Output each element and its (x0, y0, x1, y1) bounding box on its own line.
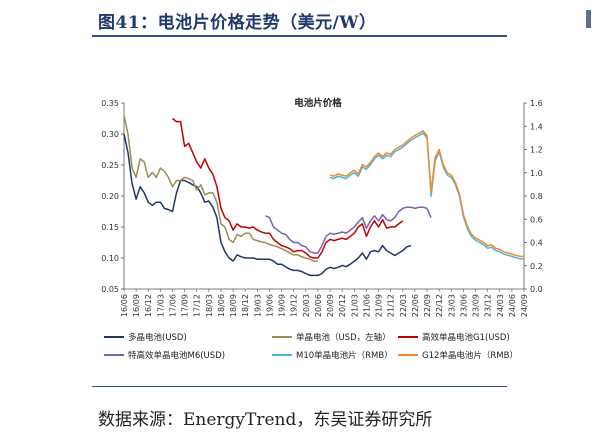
series-line-6 (329, 130, 524, 258)
legend-label-3: 高效单晶电池G1(USD) (422, 332, 510, 343)
series-line-4 (265, 206, 432, 254)
source-note: 数据来源：EnergyTrend，东吴证券研究所 (98, 410, 433, 430)
legend-label-6: G12单晶电池片（RMB） (422, 350, 518, 361)
right-tick-label: 1.6 (530, 99, 543, 108)
chart-series (123, 115, 524, 277)
right-tick-label: 1.0 (530, 169, 543, 178)
left-tick-label: 0.25 (101, 161, 119, 170)
series-line-1 (123, 133, 412, 277)
x-tick-label: 19/12 (290, 294, 299, 317)
right-tick-label: 1.2 (530, 146, 543, 155)
right-tick-label: 0.4 (530, 239, 543, 248)
x-tick-label: 23/12 (484, 294, 493, 317)
x-tick-label: 20/09 (326, 294, 335, 317)
x-tick-label: 17/03 (156, 294, 165, 317)
series-line-3 (172, 117, 404, 259)
bottom-rule (92, 386, 507, 387)
x-tick-label: 17/12 (193, 294, 202, 317)
x-tick-label: 18/12 (241, 294, 250, 317)
chart-title: 电池片价格 (294, 97, 342, 109)
x-tick-label: 22/06 (411, 294, 420, 317)
x-tick-label: 20/12 (338, 294, 347, 317)
legend-label-2: 单晶电池（USD，左轴） (296, 332, 391, 343)
legend-label-5: M10单晶电池片（RMB） (296, 350, 393, 361)
x-tick-label: 18/03 (205, 294, 214, 317)
x-tick-label: 21/09 (375, 294, 384, 317)
series-line-5 (329, 132, 524, 260)
x-tick-label: 24/06 (508, 294, 517, 317)
x-tick-label: 20/03 (302, 294, 311, 317)
x-tick-label: 24/09 (520, 294, 529, 317)
x-tick-label: 17/09 (181, 294, 190, 317)
chart-legend: 多晶电池(USD) 单晶电池（USD，左轴） 高效单晶电池G1(USD) 特高效单晶电… (104, 332, 518, 361)
x-tick-label: 17/06 (168, 294, 177, 317)
x-tick-label: 19/09 (278, 294, 287, 317)
right-tick-label: 0.2 (530, 262, 543, 271)
x-tick-label: 16/09 (132, 294, 141, 317)
battery-cell-price-chart: 电池片价格 0.05 0.10 0.15 0.20 0.25 0.30 0.35 0.0 0.2… (101, 97, 543, 361)
x-tick-label: 18/09 (229, 294, 238, 317)
left-tick-label: 0.20 (101, 192, 119, 201)
legend-label-4: 特高效单晶电池M6(USD) (128, 350, 225, 361)
figure-title: 图41：电池片价格走势（美元/W） (98, 13, 377, 33)
x-tick-label: 22/12 (435, 294, 444, 317)
x-tick-label: 21/03 (350, 294, 359, 317)
legend-label-1: 多晶电池(USD) (128, 332, 187, 343)
x-tick-label: 22/03 (399, 294, 408, 317)
right-tick-label: 1.4 (530, 122, 543, 131)
x-tick-label: 19/06 (265, 294, 274, 317)
x-tick-label: 16/06 (120, 294, 129, 317)
page-edge-mark (586, 10, 591, 28)
x-tick-label: 21/06 (362, 294, 371, 317)
left-tick-label: 0.30 (101, 130, 119, 139)
x-tick-label: 24/03 (496, 294, 505, 317)
right-tick-label: 0.6 (530, 215, 543, 224)
x-tick-label: 20/06 (314, 294, 323, 317)
left-tick-label: 0.15 (101, 223, 119, 232)
x-tick-label: 16/12 (144, 294, 153, 317)
left-tick-label: 0.10 (101, 254, 119, 263)
x-tick-label: 23/09 (472, 294, 481, 317)
top-rule (92, 35, 507, 37)
left-tick-label: 0.05 (101, 285, 119, 294)
left-tick-label: 0.35 (101, 99, 119, 108)
right-tick-label: 0.0 (530, 285, 543, 294)
series-line-2 (123, 115, 318, 262)
x-tick-label: 22/09 (423, 294, 432, 317)
x-tick-label: 21/12 (387, 294, 396, 317)
x-tick-label: 19/03 (253, 294, 262, 317)
x-tick-label: 23/03 (447, 294, 456, 317)
x-tick-label: 18/06 (217, 294, 226, 317)
chart-axes: 0.05 0.10 0.15 0.20 0.25 0.30 0.35 0.0 0.2 0.4 0.6… (101, 99, 543, 317)
right-tick-label: 0.8 (530, 192, 543, 201)
x-tick-label: 23/06 (459, 294, 468, 317)
